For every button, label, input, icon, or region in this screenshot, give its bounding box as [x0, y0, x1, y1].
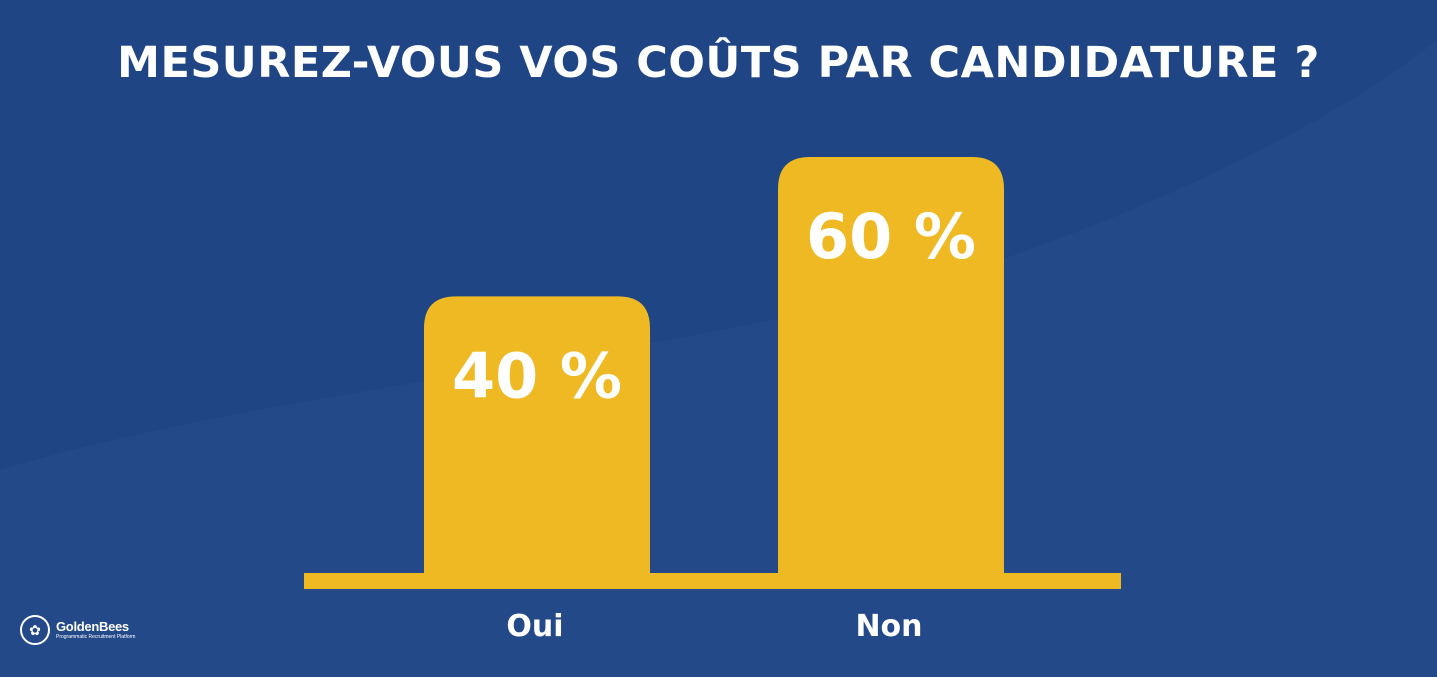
logo-tagline: Programmatic Recruitment Platform	[56, 633, 136, 640]
bee-icon: ✿	[20, 615, 50, 645]
chart-baseline	[304, 573, 1121, 589]
category-label-oui: Oui	[506, 609, 563, 644]
bar-oui	[424, 296, 650, 575]
logo-name: GoldenBees	[56, 618, 129, 634]
bar-non	[778, 157, 1004, 575]
value-label-oui: 40 %	[452, 339, 622, 412]
value-label-non: 60 %	[806, 200, 976, 273]
goldenbees-logo: ✿ GoldenBees Programmatic Recruitment Pl…	[20, 612, 135, 648]
chart-title: MESUREZ-VOUS VOS COÛTS PAR CANDIDATURE ?	[117, 38, 1320, 88]
category-label-non: Non	[855, 609, 922, 644]
